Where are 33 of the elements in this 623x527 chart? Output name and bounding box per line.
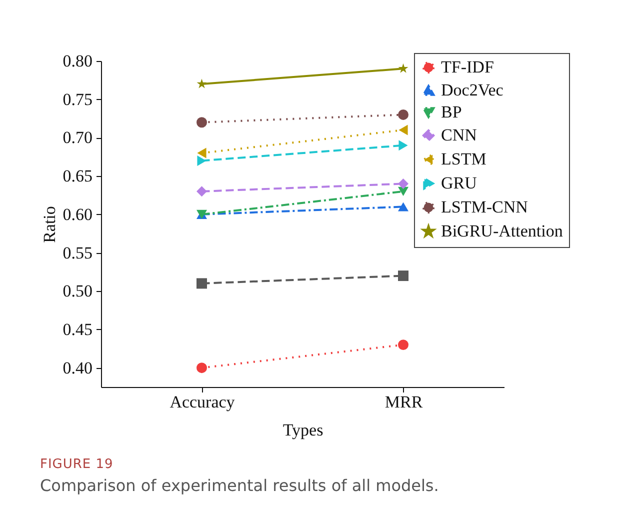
x-tick-label: Accuracy — [170, 392, 236, 412]
legend-label: BiGRU-Attention — [441, 222, 564, 240]
y-tick-label: 0.45 — [62, 320, 92, 339]
point — [196, 362, 207, 374]
y-tick-label: 0.75 — [62, 90, 92, 109]
point — [196, 186, 207, 197]
legend-label: LSTM-CNN — [441, 198, 528, 216]
y-tick-label: 0.40 — [62, 358, 92, 378]
point — [196, 78, 207, 88]
x-axis-title: Types — [282, 420, 324, 440]
y-tick-label: 0.55 — [62, 243, 92, 262]
point — [196, 278, 207, 289]
legend-label: TF-IDF — [441, 58, 494, 76]
point — [398, 178, 408, 189]
point — [398, 270, 408, 282]
y-tick-label: 0.65 — [62, 166, 92, 186]
y-axis-title: Ratio — [40, 206, 59, 243]
legend-label: LSTM — [441, 150, 486, 168]
point — [398, 340, 408, 350]
legend-label: BP — [441, 102, 462, 122]
legend-label: GRU — [441, 174, 477, 192]
y-tick-label: 0.70 — [62, 128, 92, 148]
y-tick-label: 0.80 — [62, 52, 92, 70]
legend-label: CNN — [441, 126, 477, 144]
legend-label: Doc2Vec — [441, 80, 504, 100]
x-tick-label: MRR — [384, 392, 424, 412]
point — [398, 63, 408, 73]
y-tick-label: 0.50 — [62, 282, 92, 301]
text: Comparison of experimental results of all models. — [40, 476, 440, 495]
point — [398, 109, 408, 120]
point — [196, 117, 207, 128]
y-tick-label: 0.60 — [62, 204, 92, 224]
caption: FIGURE 19 — [40, 457, 114, 472]
